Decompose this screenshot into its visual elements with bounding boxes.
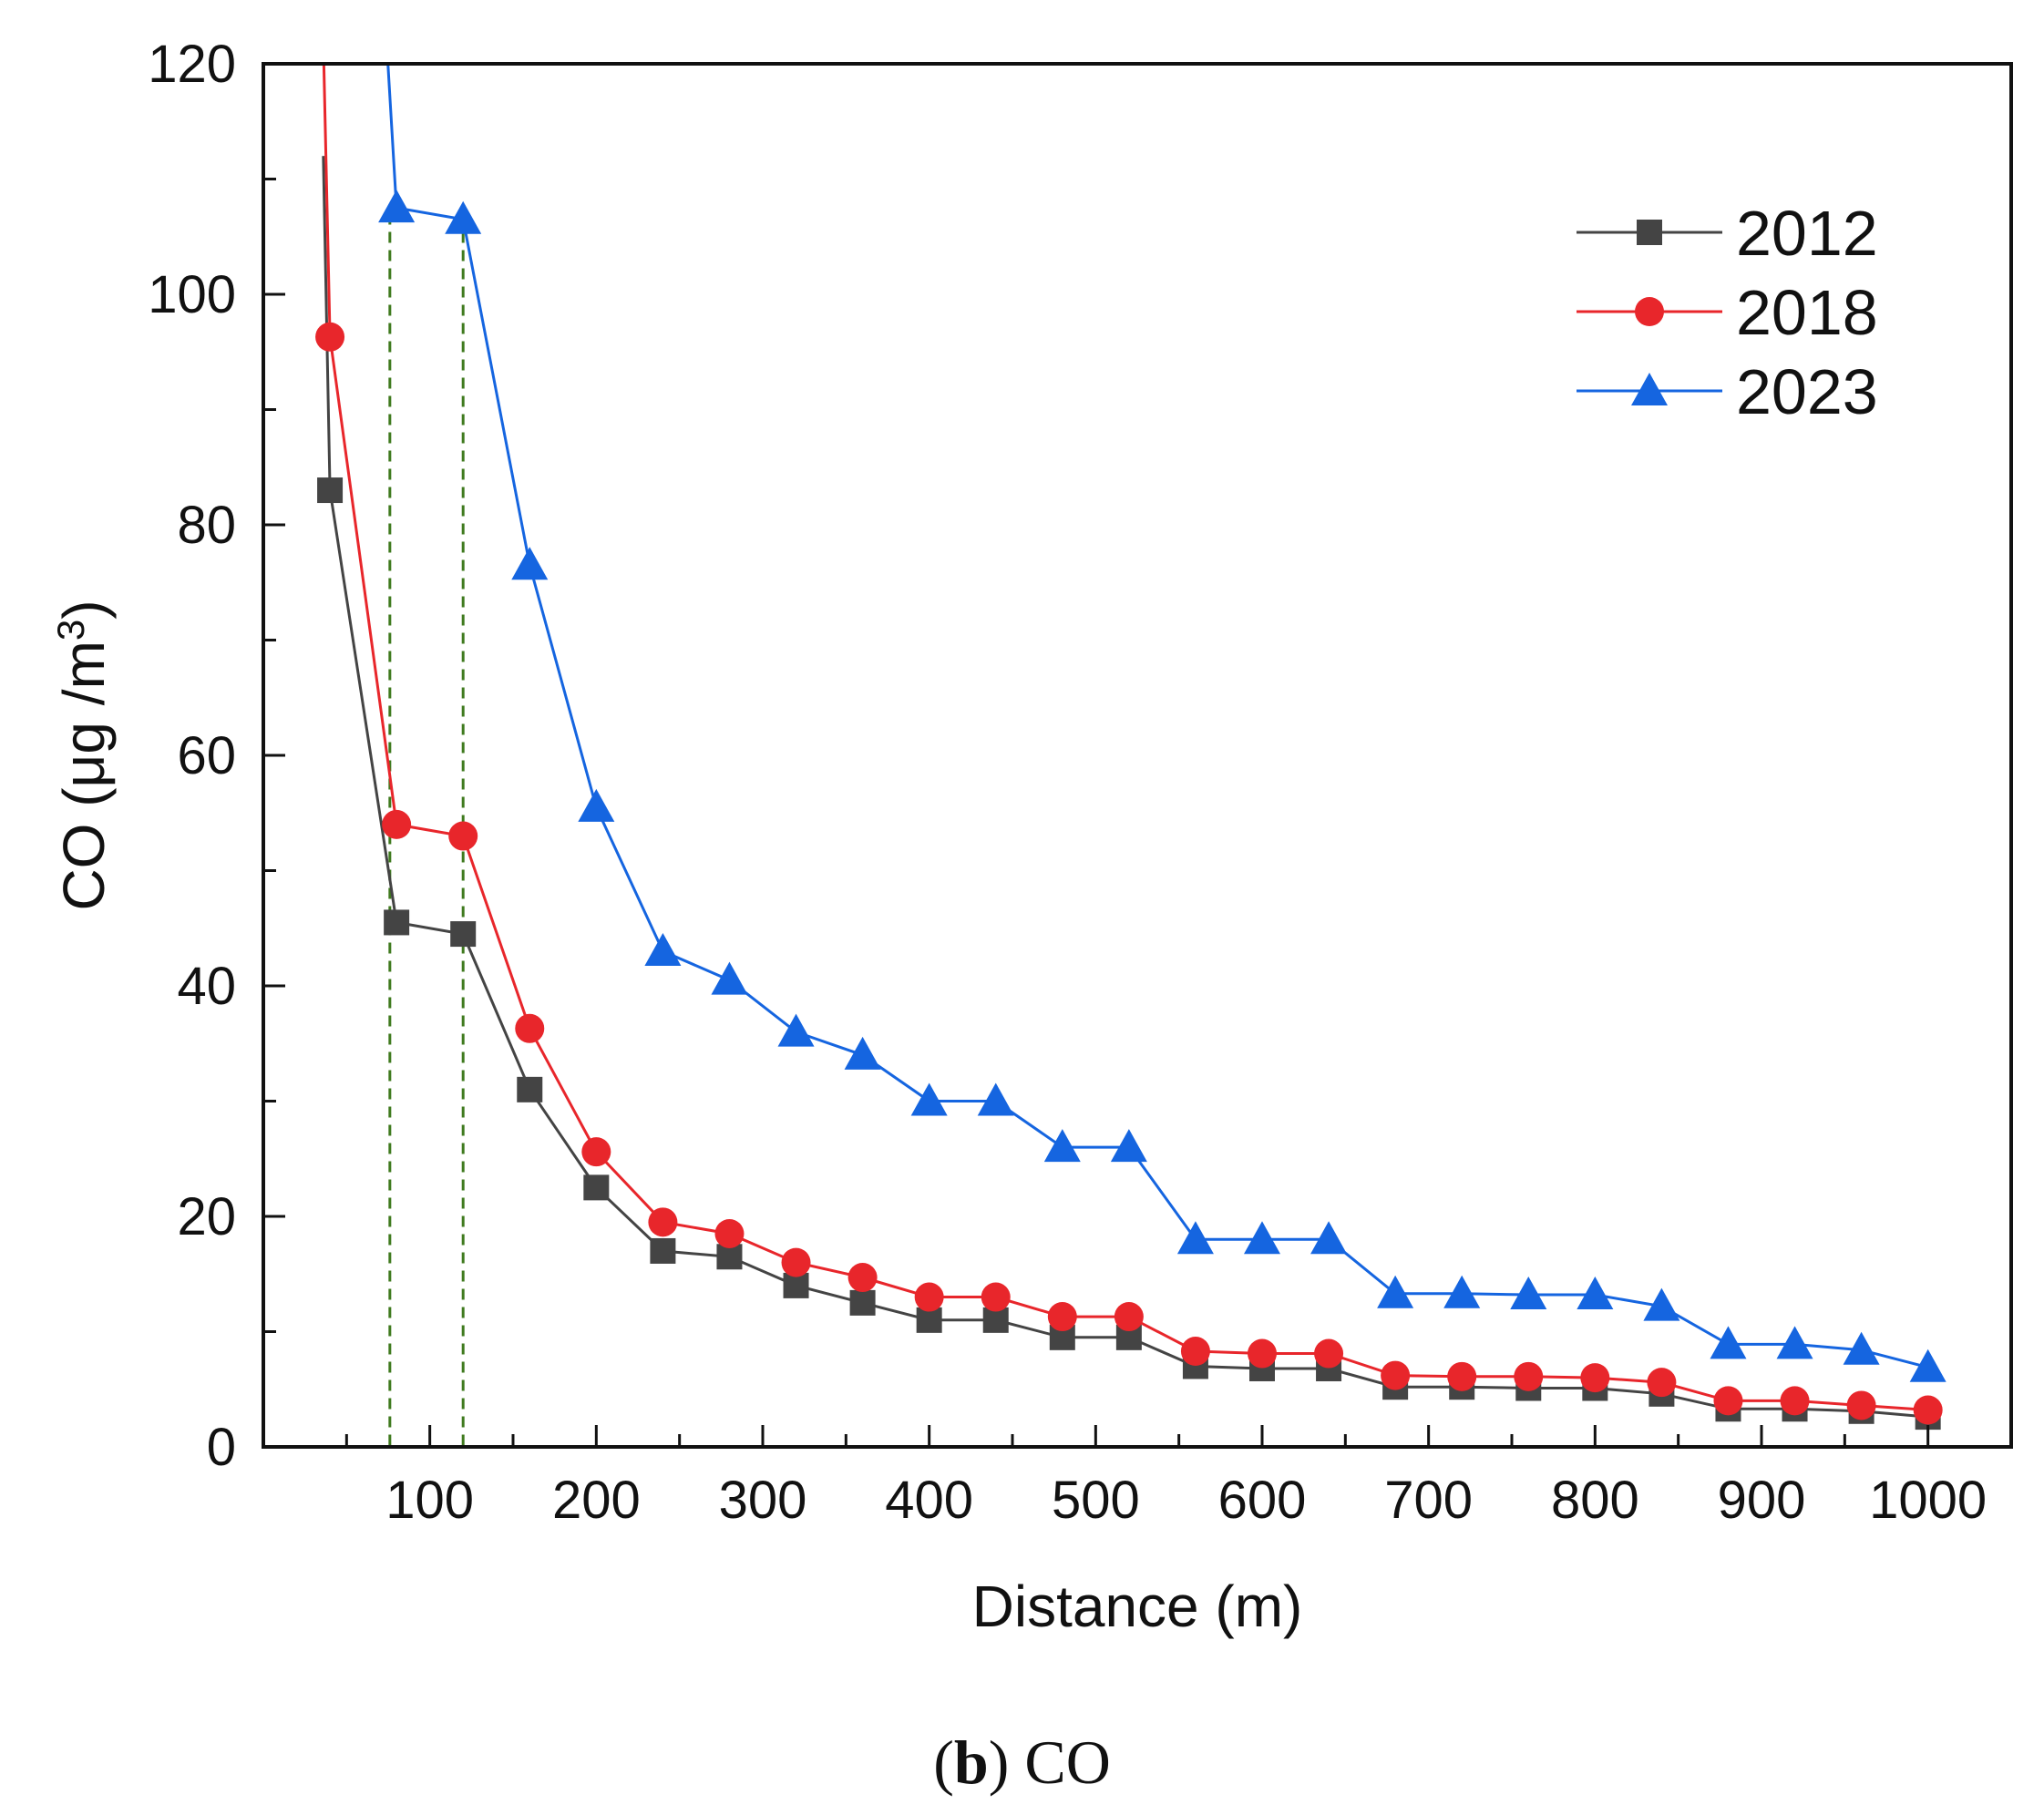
y-tick-label: 20	[177, 1187, 236, 1246]
y-tick-label: 60	[177, 726, 236, 785]
data-point-2023	[1510, 1277, 1547, 1310]
data-point-2018	[1114, 1302, 1144, 1332]
data-point-2018	[847, 1263, 878, 1293]
series-line-2023	[386, 64, 1929, 1369]
figure-caption: (b) CO	[0, 1727, 2044, 1799]
data-point-2018	[1447, 1361, 1477, 1391]
data-point-2023	[977, 1082, 1014, 1116]
series-line-2018	[322, 64, 1928, 1411]
data-point-2018	[1248, 1338, 1277, 1369]
data-point-2018	[581, 1137, 611, 1167]
x-axis: 100 200 300 400 500 600 700 800 900 1000	[344, 1425, 1987, 1530]
data-point-2012	[583, 1174, 610, 1201]
x-tick-label: 600	[1218, 1471, 1307, 1530]
series-line-2012	[322, 156, 1928, 1419]
x-tick-label: 900	[1718, 1471, 1806, 1530]
legend-marker-2018	[1635, 297, 1664, 326]
data-point-2023	[1244, 1221, 1280, 1255]
caption-open: (	[933, 1728, 954, 1797]
data-point-2018	[1713, 1386, 1743, 1416]
data-point-2023	[1043, 1129, 1081, 1163]
y-tick-label: 40	[177, 957, 236, 1016]
data-point-2012	[384, 909, 410, 936]
series-layer	[322, 64, 1929, 1419]
legend-marker-2012	[1637, 220, 1662, 245]
data-point-2018	[1180, 1337, 1210, 1367]
legend: 2012 2018 2023	[1577, 198, 1878, 427]
data-point-2012	[650, 1237, 676, 1264]
data-point-2018	[1514, 1361, 1544, 1391]
caption-letter: b	[953, 1728, 989, 1797]
x-tick-label: 500	[1052, 1471, 1140, 1530]
data-point-2023	[511, 547, 549, 580]
y-tick-label: 120	[148, 35, 236, 94]
data-point-2018	[1314, 1338, 1344, 1369]
x-tick-label: 700	[1384, 1471, 1473, 1530]
data-point-2023	[844, 1036, 881, 1070]
data-point-2018	[1047, 1302, 1077, 1332]
data-point-2018	[1780, 1386, 1810, 1416]
y-axis-title-main: CO (μg /m	[51, 641, 117, 910]
data-point-2018	[1913, 1395, 1943, 1425]
data-point-2023	[1176, 1221, 1214, 1255]
data-point-2023	[1776, 1326, 1813, 1359]
data-point-2012	[317, 477, 344, 504]
y-tick-label: 80	[177, 496, 236, 555]
legend-label-2023: 2023	[1736, 356, 1878, 427]
data-point-2018	[981, 1282, 1011, 1312]
data-point-2018	[1846, 1390, 1876, 1420]
data-point-2023	[1909, 1348, 1946, 1382]
x-tick-label: 200	[552, 1471, 641, 1530]
data-point-2023	[1110, 1129, 1147, 1163]
data-point-2018	[515, 1013, 545, 1043]
data-point-2023	[1843, 1331, 1880, 1365]
data-point-2023	[578, 788, 615, 822]
data-point-2012	[450, 921, 477, 948]
data-point-2012	[517, 1076, 543, 1102]
legend-label-2018: 2018	[1736, 277, 1878, 348]
y-axis-title-sup: 3	[49, 620, 92, 641]
data-point-2023	[910, 1082, 948, 1116]
data-point-2023	[1577, 1277, 1614, 1310]
data-point-2018	[648, 1207, 678, 1237]
data-point-2023	[445, 200, 482, 234]
data-point-2023	[1643, 1287, 1680, 1321]
y-axis-title-close: )	[51, 600, 117, 619]
caption-text: ) CO	[988, 1728, 1111, 1797]
data-point-2023	[1310, 1221, 1348, 1255]
x-tick-label: 800	[1551, 1471, 1639, 1530]
data-point-2023	[1710, 1326, 1747, 1359]
data-point-2018	[315, 322, 345, 352]
data-point-2023	[1377, 1275, 1414, 1308]
data-point-2023	[711, 961, 748, 995]
data-point-2012	[849, 1289, 876, 1316]
x-tick-label: 400	[885, 1471, 973, 1530]
x-tick-label: 100	[385, 1471, 474, 1530]
x-axis-title: Distance (m)	[972, 1574, 1303, 1639]
plot-frame	[262, 62, 2013, 1449]
data-point-2018	[1580, 1363, 1610, 1393]
y-axis-title: CO (μg /m3)	[49, 600, 117, 910]
y-axis: 0 20 40 60 80 100 120	[148, 35, 285, 1477]
legend-marker-2023	[1631, 373, 1668, 405]
data-point-2018	[914, 1282, 944, 1312]
y-tick-label: 100	[148, 265, 236, 324]
reference-lines	[388, 213, 465, 1447]
data-point-2023	[644, 933, 682, 967]
data-point-2018	[714, 1218, 745, 1248]
data-point-2018	[382, 809, 412, 839]
y-tick-label: 0	[207, 1418, 236, 1477]
markers-layer	[315, 190, 1946, 1430]
data-point-2018	[1381, 1360, 1411, 1390]
legend-label-2012: 2012	[1736, 198, 1878, 269]
data-point-2023	[777, 1013, 815, 1047]
data-point-2023	[378, 190, 416, 223]
data-point-2018	[781, 1247, 811, 1277]
data-point-2018	[448, 821, 478, 851]
data-point-2018	[1647, 1368, 1677, 1398]
x-tick-label: 300	[719, 1471, 807, 1530]
x-tick-label: 1000	[1869, 1471, 1987, 1530]
data-point-2023	[1443, 1275, 1481, 1308]
